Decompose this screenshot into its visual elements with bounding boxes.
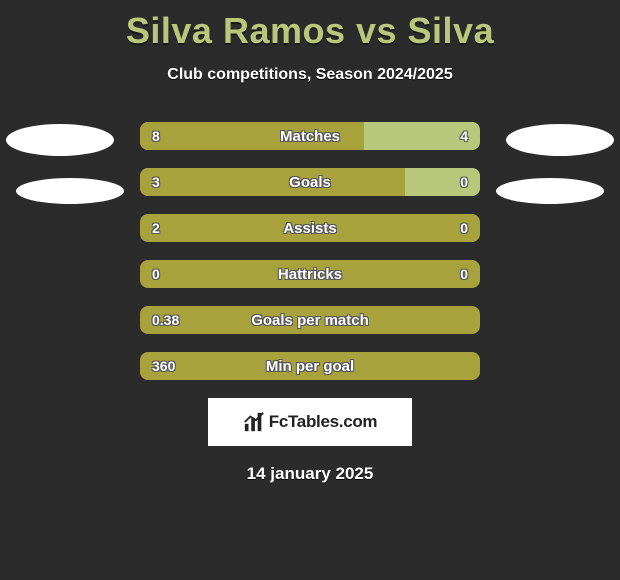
stat-bar-right-segment bbox=[364, 122, 480, 150]
source-logo: FcTables.com bbox=[208, 398, 412, 446]
player-left-avatar-placeholder bbox=[6, 124, 114, 156]
stat-bar: Goals30 bbox=[140, 168, 480, 196]
stat-bar: Hattricks00 bbox=[140, 260, 480, 288]
stat-bar-right-segment bbox=[405, 168, 480, 196]
stat-bar-left-segment bbox=[140, 122, 364, 150]
player-right-avatar-placeholder bbox=[506, 124, 614, 156]
stat-bar-left-segment bbox=[140, 352, 480, 380]
date-label: 14 january 2025 bbox=[0, 464, 620, 484]
stat-bar-left-segment bbox=[140, 306, 480, 334]
player-left-club-placeholder bbox=[16, 178, 124, 204]
page-title: Silva Ramos vs Silva bbox=[0, 0, 620, 52]
stat-bar: Goals per match0.38 bbox=[140, 306, 480, 334]
subtitle: Club competitions, Season 2024/2025 bbox=[0, 66, 620, 84]
stat-bar: Min per goal360 bbox=[140, 352, 480, 380]
comparison-chart: Matches84 Goals30 Assists20 Hattricks00 Goal… bbox=[0, 122, 620, 380]
stat-bar: Assists20 bbox=[140, 214, 480, 242]
stat-bar-left-segment bbox=[140, 168, 405, 196]
stat-bar: Matches84 bbox=[140, 122, 480, 150]
source-logo-text: FcTables.com bbox=[269, 412, 378, 432]
stat-bar-left-segment bbox=[140, 260, 480, 288]
bars-chart-icon bbox=[243, 411, 265, 433]
player-right-club-placeholder bbox=[496, 178, 604, 204]
bars-container: Matches84 Goals30 Assists20 Hattricks00 Goal… bbox=[140, 122, 480, 380]
stat-bar-left-segment bbox=[140, 214, 480, 242]
